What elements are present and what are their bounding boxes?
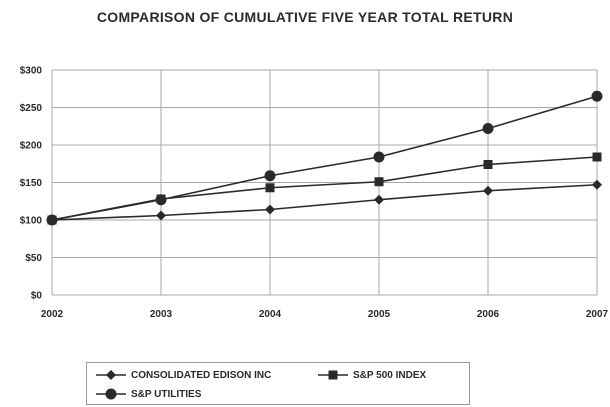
series-line (51, 95, 598, 221)
circle-marker (264, 170, 276, 182)
legend-swatch (96, 388, 126, 400)
diamond-marker (156, 210, 166, 221)
y-tick-label: $150 (20, 178, 43, 189)
y-tick-label: $300 (20, 66, 43, 77)
y-tick-label: $0 (31, 291, 43, 302)
square-marker (328, 370, 338, 380)
circle-marker (46, 214, 58, 226)
legend-swatch (96, 370, 126, 380)
x-axis-tick-labels: 2002 2003 2004 2005 2006 2007 (41, 309, 609, 320)
legend-label: S&P UTILITIES (131, 388, 202, 400)
legend-label: S&P 500 INDEX (353, 369, 427, 381)
series-lines (46, 90, 603, 226)
x-tick-label: 2007 (586, 309, 609, 320)
circle-marker (105, 388, 117, 400)
circle-marker (155, 194, 167, 206)
legend-swatch (318, 370, 348, 380)
legend-item: S&P 500 INDEX (317, 367, 426, 383)
series-line (51, 183, 598, 221)
diamond-marker (374, 194, 384, 205)
legend-label: CONSOLIDATED EDISON INC (131, 369, 272, 381)
legend: CONSOLIDATED EDISON INC S&P 500 INDEX S&P … (86, 362, 470, 405)
x-tick-label: 2003 (150, 309, 173, 320)
series-diamond (47, 179, 602, 225)
circle-marker (482, 123, 494, 134)
diamond-marker (592, 179, 602, 190)
diamond-marker (265, 204, 275, 215)
y-tick-label: $50 (25, 253, 42, 264)
circle-marker (591, 90, 603, 102)
diamond-marker (483, 185, 493, 196)
circle-marker (373, 151, 385, 163)
legend-item: CONSOLIDATED EDISON INC (95, 367, 271, 383)
square-marker (374, 177, 384, 187)
x-tick-label: 2002 (41, 309, 64, 320)
x-tick-label: 2004 (259, 309, 282, 320)
square-marker (483, 160, 493, 169)
series-circle (46, 90, 603, 226)
line-chart: $0$50$100$150$200$250$300 2002 2003 2004 20… (20, 66, 609, 321)
grid-lines (51, 69, 598, 296)
square-marker (265, 183, 275, 193)
legend-item: S&P UTILITIES (95, 386, 201, 402)
y-tick-label: $200 (20, 141, 43, 152)
chart-title: COMPARISON OF CUMULATIVE FIVE YEAR TOTAL… (96, 9, 514, 25)
y-tick-label: $100 (20, 216, 43, 227)
diamond-marker (106, 370, 116, 380)
y-axis-tick-labels: $0 $50 $100 $150 $200 $250 $300 (20, 66, 43, 302)
y-tick-label: $250 (20, 103, 43, 114)
x-tick-label: 2006 (477, 309, 500, 320)
square-marker (592, 152, 602, 162)
x-tick-label: 2005 (368, 309, 391, 320)
